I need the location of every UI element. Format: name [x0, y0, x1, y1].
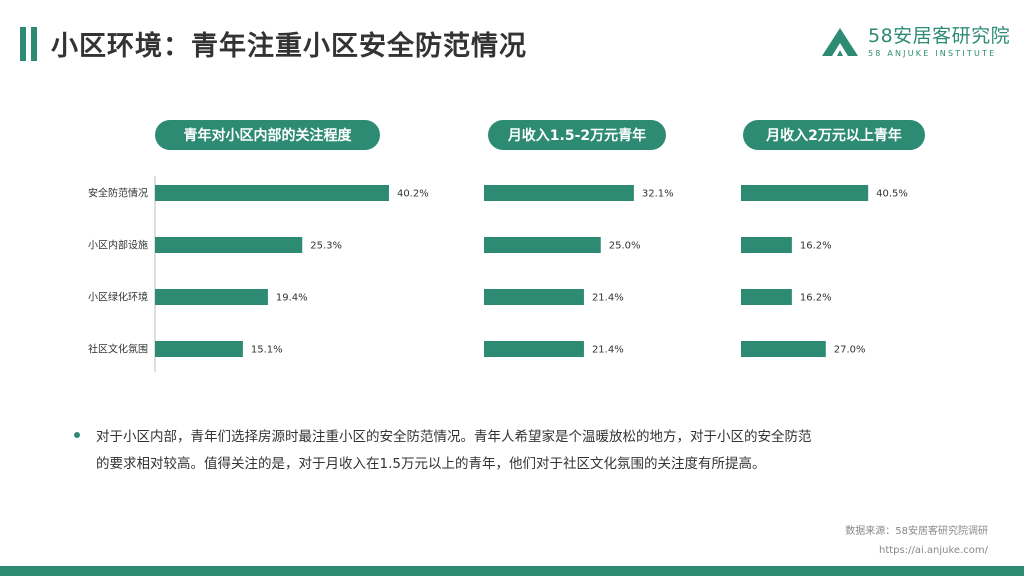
- category-label: 安全防范情况: [88, 187, 148, 200]
- title-accent-bars: [20, 26, 37, 61]
- value-label: 16.2%: [800, 293, 832, 304]
- value-label: 16.2%: [800, 241, 832, 252]
- value-label: 15.1%: [251, 345, 283, 356]
- chart-title-income-2w-plus: 月收入2万元以上青年: [743, 120, 925, 150]
- title-accent-bar: [31, 26, 37, 61]
- summary-text: 对于小区内部，青年们选择房源时最注重小区的安全防范情况。青年人希望家是个温暖放松…: [96, 424, 812, 478]
- category-label: 小区绿化环境: [88, 291, 148, 304]
- bar-1: [484, 185, 634, 201]
- bar-2: [155, 237, 303, 253]
- category-label: 小区内部设施: [88, 239, 148, 252]
- value-label: 27.0%: [834, 345, 866, 356]
- value-label: 25.3%: [310, 241, 342, 252]
- value-label: 25.0%: [609, 241, 641, 252]
- summary-line-2: 的要求相对较高。值得关注的是，对于月收入在1.5万元以上的青年，他们对于社区文化…: [96, 456, 766, 472]
- bar-charts: 40.2% 安全防范情况 25.3% 小区内部设施 19.4% 小区绿化环境 15.1% 社区…: [88, 176, 908, 372]
- bar-3: [484, 289, 584, 305]
- bar-2: [484, 237, 601, 253]
- bottom-bar: [0, 566, 1024, 576]
- summary-line-1: 对于小区内部，青年们选择房源时最注重小区的安全防范情况。青年人希望家是个温暖放松…: [96, 429, 812, 445]
- summary-block: 对于小区内部，青年们选择房源时最注重小区的安全防范情况。青年人希望家是个温暖放松…: [74, 424, 954, 478]
- data-source: 数据来源：58安居客研究院调研 https://ai.anjuke.com/: [845, 522, 988, 560]
- value-label: 40.2%: [397, 189, 429, 200]
- value-label: 19.4%: [276, 293, 308, 304]
- bar-3: [155, 289, 268, 305]
- source-label: 数据来源：58安居客研究院调研: [845, 526, 988, 537]
- bar-1: [155, 185, 389, 201]
- brand-name-cn: 58安居客研究院: [868, 25, 1011, 47]
- chart-0: 40.2% 安全防范情况 25.3% 小区内部设施 19.4% 小区绿化环境 15.1% 社区…: [88, 176, 429, 372]
- value-label: 40.5%: [876, 189, 908, 200]
- bar-4: [155, 341, 243, 357]
- chart-1: 32.1% 25.0% 21.4% 21.4%: [484, 185, 674, 357]
- bar-4: [484, 341, 584, 357]
- page-header: 小区环境：青年注重小区安全防范情况: [20, 24, 527, 63]
- bar-2: [741, 237, 792, 253]
- chart-title-overall: 青年对小区内部的关注程度: [155, 120, 380, 150]
- bar-4: [741, 341, 826, 357]
- value-label: 32.1%: [642, 189, 674, 200]
- triangle-house-icon: [822, 28, 858, 56]
- page-title: 小区环境：青年注重小区安全防范情况: [51, 31, 527, 62]
- value-label: 21.4%: [592, 345, 624, 356]
- brand-name-en: 58 ANJUKE INSTITUTE: [868, 49, 997, 58]
- bar-1: [741, 185, 869, 201]
- title-accent-bar: [20, 26, 26, 61]
- value-label: 21.4%: [592, 293, 624, 304]
- bar-3: [741, 289, 792, 305]
- source-url: https://ai.anjuke.com/: [878, 545, 988, 556]
- bullet-dot: [74, 432, 80, 438]
- brand-logo: 58安居客研究院 58 ANJUKE INSTITUTE: [820, 26, 1010, 58]
- category-label: 社区文化氛围: [88, 343, 148, 356]
- chart-2: 40.5% 16.2% 16.2% 27.0%: [741, 185, 908, 357]
- chart-title-income-1-5-2w: 月收入1.5-2万元青年: [488, 120, 666, 150]
